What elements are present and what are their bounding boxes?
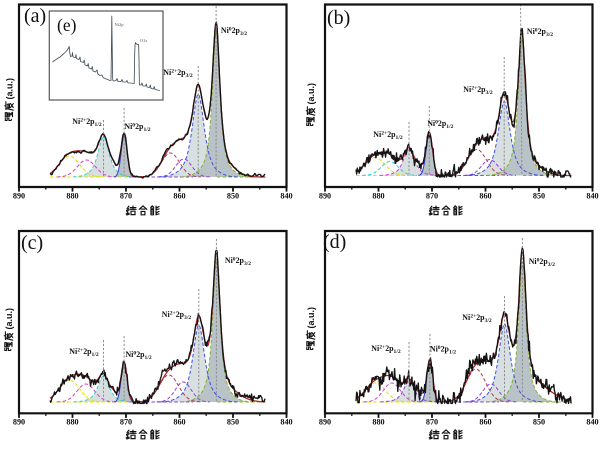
svg-text:860: 860: [173, 418, 185, 427]
svg-text:(a.u.): (a.u.): [306, 307, 316, 329]
svg-text:Ni2+2p3/2: Ni2+2p3/2: [463, 85, 493, 96]
svg-text:Ni02p3/2: Ni02p3/2: [527, 27, 553, 38]
svg-text:O1s: O1s: [140, 38, 147, 43]
svg-text:840: 840: [586, 191, 598, 200]
svg-text:850: 850: [533, 418, 545, 427]
svg-text:(a): (a): [24, 5, 46, 27]
svg-text:(b): (b): [327, 7, 350, 29]
svg-text:Ni02p1/2: Ni02p1/2: [125, 350, 151, 361]
svg-text:880: 880: [372, 418, 384, 427]
svg-text:870: 870: [120, 191, 132, 200]
svg-text:(a.u.): (a.u.): [306, 83, 316, 105]
svg-text:Ni02p1/2: Ni02p1/2: [430, 345, 456, 356]
svg-text:(c): (c): [21, 232, 43, 254]
svg-text:Ni02p1/2: Ni02p1/2: [427, 119, 453, 130]
svg-text:870: 870: [426, 418, 438, 427]
svg-text:Ni2+2p1/2: Ni2+2p1/2: [373, 130, 403, 141]
svg-text:Ni02p3/2: Ni02p3/2: [529, 257, 555, 268]
svg-text:870: 870: [426, 191, 438, 200]
svg-text:Ni2p: Ni2p: [115, 22, 125, 27]
svg-text:Ni02p1/2: Ni02p1/2: [124, 122, 150, 133]
svg-text:840: 840: [280, 191, 292, 200]
svg-text:850: 850: [227, 418, 239, 427]
svg-text:840: 840: [586, 418, 598, 427]
svg-text:(d): (d): [323, 231, 346, 253]
svg-text:860: 860: [479, 191, 491, 200]
svg-text:Ni2+2p1/2: Ni2+2p1/2: [69, 347, 99, 358]
svg-text:880: 880: [66, 191, 78, 200]
svg-text:Ni2+2p1/2: Ni2+2p1/2: [72, 117, 102, 128]
svg-text:890: 890: [319, 418, 331, 427]
svg-text:Ni02p3/2: Ni02p3/2: [221, 26, 247, 37]
svg-text:Ni02p3/2: Ni02p3/2: [225, 256, 251, 267]
svg-text:890: 890: [319, 191, 331, 200]
svg-text:880: 880: [372, 191, 384, 200]
svg-text:Ni2+2p3/2: Ni2+2p3/2: [462, 313, 492, 324]
svg-text:(a.u.): (a.u.): [5, 78, 15, 100]
svg-text:Ni2+2p3/2: Ni2+2p3/2: [162, 310, 192, 321]
svg-text:870: 870: [120, 418, 132, 427]
svg-text:850: 850: [533, 191, 545, 200]
svg-text:Ni2+2p1/2: Ni2+2p1/2: [371, 344, 401, 355]
svg-text:(a.u.): (a.u.): [4, 308, 14, 330]
svg-text:(e): (e): [57, 15, 77, 35]
svg-text:840: 840: [280, 418, 292, 427]
svg-text:860: 860: [173, 191, 185, 200]
svg-text:880: 880: [66, 418, 78, 427]
svg-text:860: 860: [479, 418, 491, 427]
svg-text:890: 890: [13, 418, 25, 427]
svg-text:890: 890: [13, 191, 25, 200]
svg-text:850: 850: [227, 191, 239, 200]
svg-text:Ni2+2p3/2: Ni2+2p3/2: [163, 68, 193, 79]
